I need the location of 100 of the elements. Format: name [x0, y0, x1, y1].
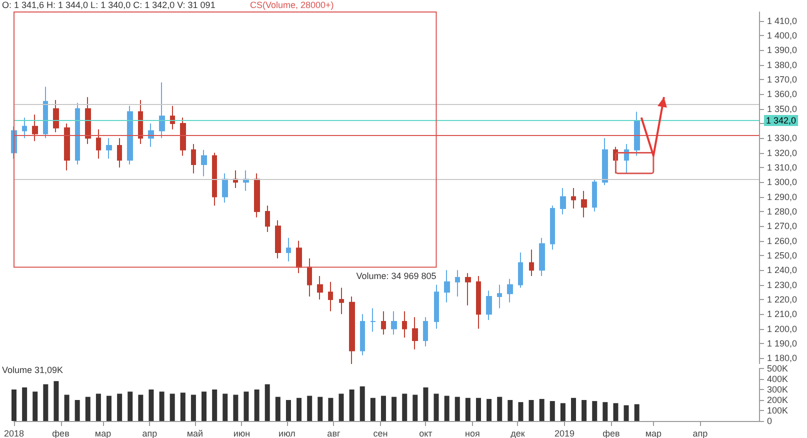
bar	[22, 387, 28, 421]
bar	[392, 396, 397, 421]
candlestick	[85, 96, 91, 144]
bar	[476, 398, 481, 421]
candlestick	[254, 172, 260, 218]
bar	[444, 396, 450, 421]
candlestick	[571, 188, 576, 210]
candlestick	[486, 290, 492, 320]
candlestick	[560, 188, 566, 215]
x-tick-label: ноя	[465, 428, 480, 438]
candlestick	[518, 252, 523, 288]
bar	[328, 398, 334, 421]
bar	[85, 396, 90, 421]
candlestick	[201, 149, 207, 177]
y-tick-label: 1 260,0	[767, 236, 798, 246]
bar	[349, 390, 354, 421]
y-tick-label: 1 350,0	[767, 104, 798, 114]
y-tick-label: 1 210,0	[767, 309, 798, 320]
bar	[528, 400, 534, 421]
bar	[370, 398, 376, 421]
y-tick-label: 100K	[767, 406, 788, 416]
bar	[138, 394, 144, 421]
candlestick	[148, 122, 154, 148]
candlestick	[402, 310, 407, 338]
y-tick-label: 1 280,0	[767, 206, 798, 216]
y-tick-label: 1 270,0	[767, 221, 798, 232]
y-tick-label: 1 320,0	[767, 148, 798, 158]
bar	[318, 396, 323, 421]
candlestick	[412, 316, 418, 350]
bar	[454, 396, 460, 421]
candlestick	[328, 281, 333, 312]
bar	[180, 392, 186, 421]
candlestick	[339, 287, 344, 315]
bar	[465, 398, 470, 421]
ref-line-label: 1 342,0	[766, 116, 796, 126]
candlestick	[170, 105, 175, 130]
x-tick-label: июл	[278, 428, 296, 438]
text: CS(Volume, 28000+)	[250, 0, 334, 10]
bar	[43, 384, 48, 421]
candlestick	[370, 308, 376, 332]
y-tick-label: 500K	[767, 364, 788, 374]
y-tick-label: 0	[767, 416, 772, 426]
bar	[264, 384, 270, 421]
candlestick	[138, 100, 143, 144]
candlestick	[497, 284, 502, 309]
bar	[64, 394, 70, 421]
bar	[148, 390, 154, 421]
candlestick	[592, 178, 597, 212]
y-tick-label: 1 330,0	[767, 133, 798, 144]
candlestick	[349, 296, 355, 364]
y-tick-label: 1 360,0	[767, 89, 798, 100]
y-tick-label: 1 190,0	[767, 338, 798, 348]
x-tick-label: мар	[94, 428, 112, 438]
y-tick-label: 400K	[767, 374, 788, 384]
candlestick	[96, 128, 101, 160]
bar	[307, 396, 312, 421]
x-tick-label: окт	[419, 428, 432, 438]
bar	[380, 396, 386, 421]
bar	[286, 400, 291, 421]
candlestick	[624, 144, 629, 174]
candlestick	[423, 316, 428, 347]
bar	[423, 387, 428, 421]
bar	[613, 403, 618, 421]
bar	[434, 394, 439, 421]
bar	[338, 394, 344, 421]
y-tick-label: 1 310,0	[767, 162, 798, 172]
y-tick-label: 1 290,0	[767, 192, 798, 202]
y-tick-label: 1 250,0	[767, 250, 798, 260]
bar	[212, 390, 218, 421]
candlestick	[265, 205, 270, 232]
y-tick-label: 1 370,0	[767, 74, 798, 84]
y-tick-label: 200K	[767, 395, 788, 405]
candlestick	[286, 237, 291, 262]
candlestick	[275, 220, 281, 259]
bar	[275, 396, 280, 421]
candlestick	[455, 270, 460, 298]
candlestick	[222, 172, 228, 204]
bar	[254, 390, 260, 421]
x-tick-label: июн	[233, 428, 250, 438]
bar	[32, 392, 38, 421]
bar	[402, 394, 408, 421]
candlestick	[602, 138, 608, 186]
y-tick-label: 1 180,0	[767, 353, 798, 364]
candlestick	[191, 144, 196, 174]
bar	[592, 401, 598, 421]
candlestick	[127, 105, 133, 166]
candlestick	[634, 111, 640, 156]
bar	[12, 390, 16, 421]
bar	[412, 394, 418, 421]
x-tick-label: дек	[510, 428, 525, 438]
candlestick	[434, 284, 439, 330]
candlestick	[64, 122, 70, 171]
bar	[518, 402, 524, 421]
bar	[560, 403, 566, 421]
candlestick	[159, 82, 165, 139]
candlestick	[465, 272, 471, 306]
y-tick-label: 1 380,0	[767, 60, 798, 70]
bar	[128, 392, 133, 421]
candlestick	[476, 276, 481, 330]
y-tick-label: 1 410,0	[767, 16, 798, 26]
